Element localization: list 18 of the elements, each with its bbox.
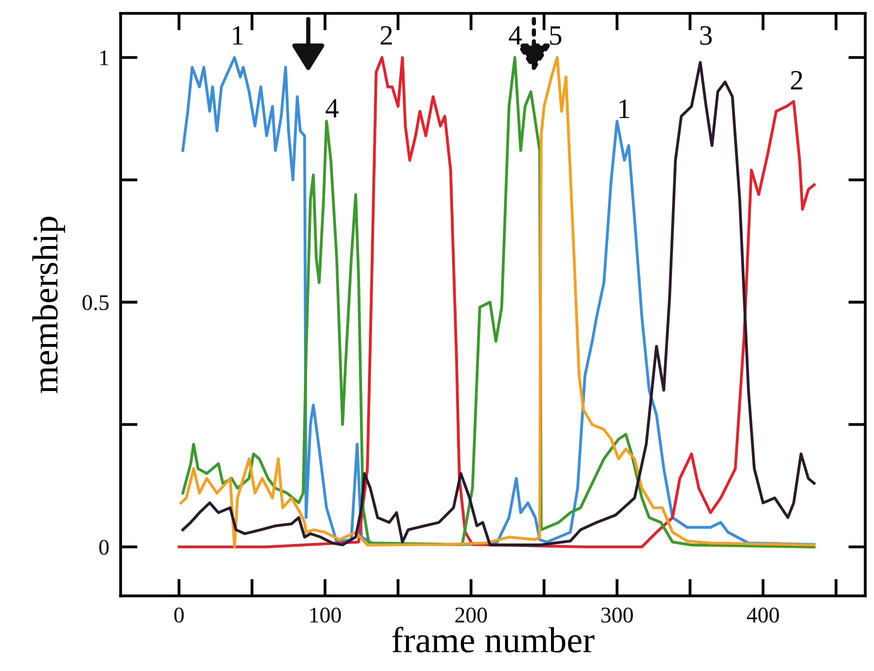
- x-tick-label: 0: [174, 608, 184, 623]
- annotation: 1: [619, 100, 630, 118]
- y-tick-label: 0.5: [82, 295, 109, 310]
- x-tick-label: 400: [746, 608, 779, 623]
- x-tick-label: 200: [455, 608, 487, 623]
- annotation: 4: [326, 99, 339, 118]
- y-tick-label: 1: [100, 50, 108, 66]
- annotation: 2: [380, 26, 392, 45]
- annotation: 2: [791, 71, 802, 90]
- x-tick-label: 100: [310, 608, 341, 623]
- annotation: 1: [233, 26, 243, 45]
- y-axis-title: membership: [32, 216, 66, 394]
- annotation: 4: [508, 26, 522, 45]
- annotation: 3: [700, 26, 712, 45]
- x-axis-title: frame number: [392, 626, 594, 653]
- x-tick-label: 300: [601, 608, 633, 623]
- y-tick-label: 0: [99, 540, 109, 555]
- annotation: 5: [550, 26, 562, 45]
